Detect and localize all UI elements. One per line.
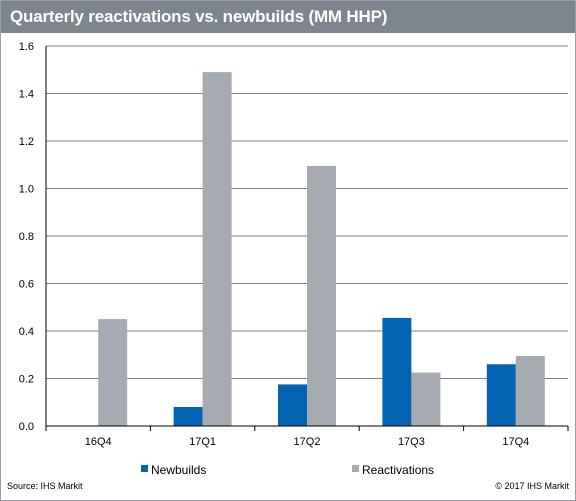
newbuilds-bar-17q3 (382, 317, 412, 426)
y-tick-label: 0.0 (19, 421, 34, 433)
x-tick-label: 17Q2 (294, 436, 321, 448)
chart-title: Quarterly reactivations vs. newbuilds (M… (10, 7, 388, 26)
legend-label: Reactivations (362, 463, 434, 477)
newbuilds-bar-17q1 (173, 407, 203, 426)
source-note: Source: IHS Markit (7, 481, 83, 491)
y-tick-label: 0.8 (19, 231, 34, 243)
x-tick-label: 17Q4 (502, 436, 529, 448)
reactivations-bar-17q3 (411, 372, 441, 426)
x-tick-label: 17Q1 (189, 436, 216, 448)
y-tick-label: 1.6 (19, 41, 34, 53)
reactivations-bar-17q1 (202, 72, 232, 426)
legend-label: Newbuilds (151, 463, 206, 477)
legend: Newbuilds Reactivations (141, 463, 434, 477)
newbuilds-bar-17q2 (278, 384, 307, 426)
bars (98, 72, 545, 426)
y-tick-label: 0.2 (19, 374, 34, 386)
y-tick-label: 0.4 (19, 326, 34, 338)
y-tick-label: 0.6 (19, 279, 34, 291)
reactivations-bar-17q4 (515, 355, 545, 426)
x-tick-label: 17Q3 (398, 436, 425, 448)
reactivations-bar-17q2 (307, 165, 336, 426)
newbuilds-bar-17q4 (486, 364, 516, 426)
y-tick-label: 1.4 (19, 89, 34, 101)
y-tick-label: 1.2 (19, 136, 34, 148)
legend-swatch-newbuilds (141, 465, 148, 472)
copyright-note: © 2017 IHS Markit (495, 481, 569, 491)
axes: 0.0 0.2 0.4 0.6 0.8 1.0 1.2 1.4 1.6 16Q4 17Q1 17Q2 1… (19, 41, 569, 448)
x-tick-label: 16Q4 (85, 436, 112, 448)
title-bar: Quarterly reactivations vs. newbuilds (M… (1, 1, 575, 33)
y-tick-label: 1.0 (19, 184, 34, 196)
legend-swatch-reactivations (352, 465, 359, 472)
reactivations-bar-16q4 (98, 319, 128, 426)
